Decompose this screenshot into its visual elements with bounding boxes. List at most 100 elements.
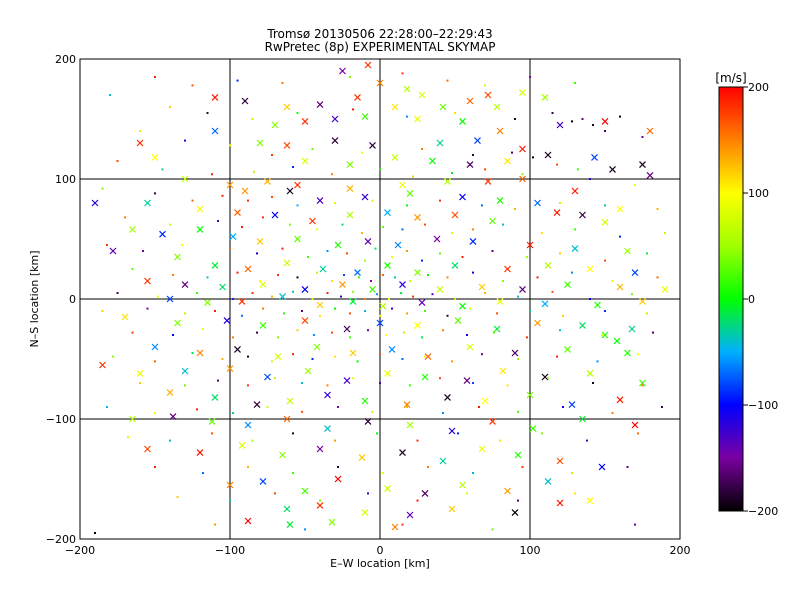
x-marker-point [609, 165, 616, 173]
dot-marker-point [139, 130, 141, 132]
x-marker-point [346, 185, 354, 193]
dot-marker-point [529, 310, 531, 312]
x-marker-point [661, 285, 669, 293]
axis-ticks: −200 −100 0 100 200 −200 −100 0 100 200 [46, 53, 691, 557]
dot-marker-point [574, 492, 576, 495]
y-tick-label: −200 [46, 533, 76, 546]
x-marker-point [418, 299, 426, 307]
dot-marker-point [311, 148, 314, 150]
dot-marker-point [374, 247, 377, 250]
x-marker-point [196, 449, 204, 457]
dot-marker-point [571, 271, 573, 274]
x-marker-point [474, 137, 481, 145]
x-marker-point [568, 401, 576, 409]
x-marker-point [526, 241, 534, 249]
dot-marker-point [571, 472, 573, 474]
dot-marker-point [412, 295, 414, 298]
x-marker-point [504, 487, 511, 495]
dot-marker-point [424, 223, 426, 226]
dot-marker-point [481, 353, 483, 356]
x-marker-point [556, 499, 564, 507]
x-marker-point [361, 509, 369, 517]
dot-marker-point [401, 228, 404, 231]
dot-marker-point [577, 168, 579, 171]
x-marker-point [256, 139, 264, 147]
x-tick-label: 100 [520, 544, 541, 557]
x-marker-point [324, 425, 331, 433]
dot-marker-point [574, 228, 576, 231]
dot-marker-point [521, 173, 524, 176]
x-marker-point [286, 187, 294, 195]
dot-marker-point [112, 355, 114, 358]
x-marker-point [519, 285, 526, 293]
x-marker-point [414, 213, 421, 221]
dot-marker-point [271, 360, 273, 363]
x-marker-point [493, 103, 501, 111]
dot-marker-point [601, 334, 603, 336]
x-marker-point [571, 187, 579, 195]
x-marker-point [616, 283, 624, 291]
dot-marker-point [289, 223, 291, 226]
dot-marker-point [334, 439, 336, 442]
x-marker-point [499, 367, 507, 375]
x-marker-point [399, 281, 406, 289]
x-marker-point [159, 230, 166, 238]
x-marker-point [481, 397, 489, 405]
x-marker-point [283, 141, 291, 149]
dot-marker-point [589, 178, 591, 180]
x-marker-point [271, 211, 279, 219]
x-marker-point [459, 481, 466, 489]
x-marker-point [418, 91, 426, 99]
x-marker-point [478, 445, 486, 453]
dot-marker-point [172, 334, 174, 336]
x-marker-point [301, 487, 309, 495]
dot-marker-point [379, 314, 381, 317]
dot-marker-point [232, 412, 234, 414]
x-marker-point [414, 321, 421, 329]
dot-marker-point [439, 199, 441, 202]
dot-marker-point [319, 499, 321, 502]
dot-marker-point [446, 314, 449, 317]
x-marker-point [369, 141, 376, 149]
x-marker-point [283, 415, 291, 423]
x-tick-label: 200 [670, 544, 691, 557]
x-marker-point [624, 349, 631, 357]
y-tick-label: 100 [55, 173, 76, 186]
dot-marker-point [292, 353, 294, 356]
x-marker-point [376, 319, 384, 327]
dot-marker-point [101, 310, 104, 312]
x-marker-point [429, 157, 436, 165]
dot-marker-point [161, 168, 164, 171]
x-marker-point [121, 313, 129, 321]
dot-marker-point [296, 276, 299, 279]
dot-marker-point [316, 228, 318, 231]
dot-marker-point [619, 115, 621, 118]
dot-marker-point [349, 76, 351, 78]
x-marker-point [439, 457, 447, 465]
x-marker-point [496, 297, 504, 305]
dot-marker-point [484, 168, 486, 171]
x-marker-point [451, 261, 459, 269]
x-marker-point [196, 205, 204, 213]
x-marker-point [211, 127, 219, 135]
x-marker-point [151, 343, 159, 351]
x-marker-point [316, 301, 324, 309]
dot-marker-point [664, 232, 666, 234]
dot-marker-point [181, 244, 183, 246]
dot-marker-point [191, 84, 194, 87]
x-marker-point [489, 417, 496, 425]
x-marker-point [196, 349, 204, 357]
x-marker-point [556, 121, 564, 129]
dot-marker-point [581, 118, 584, 120]
x-marker-point [586, 369, 594, 377]
x-marker-point [361, 397, 369, 405]
x-marker-point [444, 177, 451, 185]
x-marker-point [271, 121, 279, 129]
dot-marker-point [262, 307, 264, 310]
x-marker-point [399, 181, 406, 189]
dot-marker-point [277, 336, 279, 339]
x-marker-point [424, 353, 432, 361]
dot-marker-point [451, 360, 453, 363]
x-marker-point [564, 345, 571, 353]
